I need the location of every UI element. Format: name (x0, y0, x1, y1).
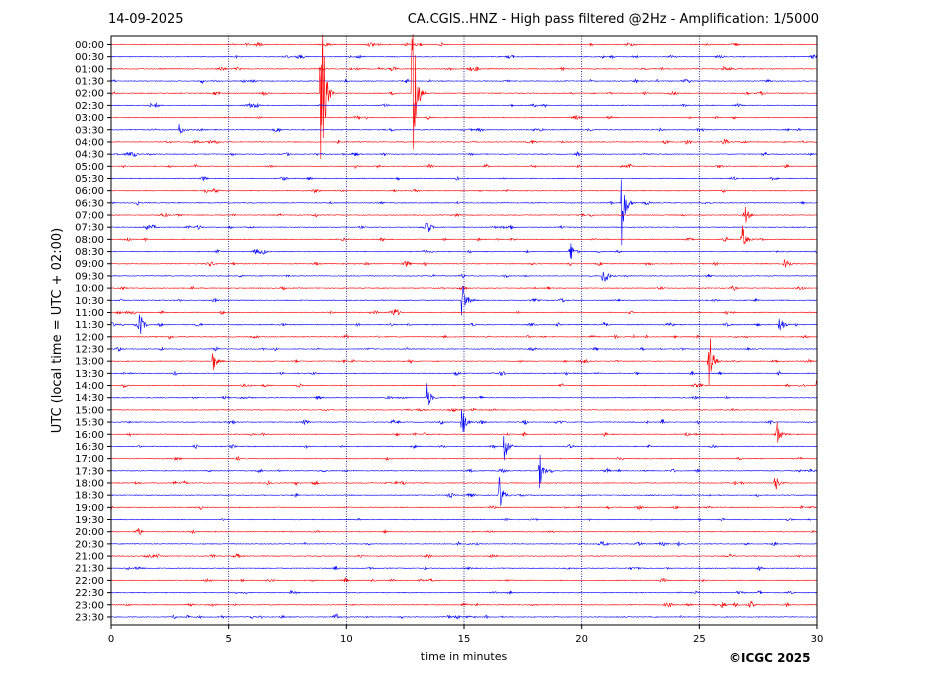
y-tick-label: 02:00 (75, 89, 104, 100)
trace-line (110, 314, 818, 335)
y-tick-label: 11:30 (75, 320, 104, 331)
x-tick-label: 15 (458, 634, 471, 645)
y-tick-label: 23:00 (75, 600, 104, 611)
y-tick-label: 05:00 (75, 162, 104, 173)
trace-line (110, 34, 818, 160)
x-axis-label: time in minutes (421, 650, 508, 663)
y-axis-label: UTC (local time = UTC + 02:00) (50, 228, 65, 433)
y-tick-label: 09:00 (75, 259, 104, 270)
y-tick-label: 12:00 (75, 332, 104, 343)
y-tick-label: 00:00 (75, 40, 104, 51)
y-tick-label: 03:00 (75, 113, 104, 124)
trace-line (110, 565, 818, 572)
y-tick-label: 17:30 (75, 466, 104, 477)
y-tick-label: 04:00 (75, 137, 104, 148)
y-tick-label: 17:00 (75, 454, 104, 465)
trace-line (110, 408, 818, 432)
x-tick-label: 25 (693, 634, 706, 645)
trace-line (110, 102, 817, 109)
y-tick-label: 13:00 (75, 357, 104, 368)
y-tick-label: 06:30 (75, 198, 104, 209)
y-tick-label: 14:30 (75, 393, 104, 404)
y-tick-label: 03:30 (75, 125, 104, 136)
y-tick-label: 18:30 (75, 491, 104, 502)
y-tick-label: 20:30 (75, 539, 104, 550)
trace-line (110, 225, 818, 245)
y-tick-label: 15:30 (75, 418, 104, 429)
y-tick-label: 01:30 (75, 77, 104, 88)
x-tick-label: 20 (575, 634, 588, 645)
y-tick-label: 11:00 (75, 308, 104, 319)
y-tick-label: 08:30 (75, 247, 104, 258)
copyright-text: ©ICGC 2025 (729, 651, 811, 665)
y-tick-label: 22:00 (75, 576, 104, 587)
x-tick-label: 30 (811, 634, 824, 645)
x-tick-label: 0 (108, 634, 114, 645)
y-tick-label: 15:00 (75, 405, 104, 416)
y-tick-label: 18:00 (75, 478, 104, 489)
y-tick-label: 14:00 (75, 381, 104, 392)
y-tick-label: 10:00 (75, 284, 104, 295)
trace-line (110, 383, 818, 406)
trace-line (111, 222, 818, 233)
trace-line (111, 476, 818, 506)
y-tick-label: 02:30 (75, 101, 104, 112)
y-tick-label: 04:30 (75, 150, 104, 161)
y-tick-label: 20:00 (75, 527, 104, 538)
grid-layer (228, 36, 700, 625)
trace-line (110, 124, 818, 134)
chart-title: CA.CGIS..HNZ - High pass filtered @2Hz -… (407, 12, 819, 27)
trace-line (110, 600, 818, 609)
trace-line (110, 589, 818, 595)
y-tick-label: 16:00 (75, 430, 104, 441)
trace-line (111, 188, 817, 194)
y-tick-label: 07:00 (75, 211, 104, 222)
y-tick-label: 09:30 (75, 271, 104, 282)
trace-line (110, 309, 818, 316)
x-ticks-group: 0 5 10 15 20 25 30 (108, 625, 824, 645)
y-tick-label: 01:00 (75, 64, 104, 75)
y-tick-label: 13:30 (75, 369, 104, 380)
y-tick-label: 19:30 (75, 515, 104, 526)
y-tick-label: 21:30 (75, 564, 104, 575)
y-tick-label: 08:00 (75, 235, 104, 246)
trace-line (110, 285, 818, 291)
trace-line (110, 179, 818, 246)
trace-line (110, 576, 818, 583)
y-tick-label: 16:30 (75, 442, 104, 453)
y-tick-label: 00:30 (75, 52, 104, 63)
y-tick-label: 05:30 (75, 174, 104, 185)
trace-line (110, 206, 818, 223)
y-tick-label: 19:00 (75, 503, 104, 514)
trace-line (110, 478, 818, 490)
y-tick-label: 22:30 (75, 588, 104, 599)
y-tick-label: 07:30 (75, 223, 104, 234)
y-tick-label: 06:00 (75, 186, 104, 197)
x-tick-label: 10 (340, 634, 353, 645)
date-title: 14-09-2025 (108, 12, 184, 27)
y-tick-label: 23:30 (75, 612, 104, 623)
y-tick-label: 10:30 (75, 296, 104, 307)
trace-line (110, 114, 817, 121)
y-tick-label: 12:30 (75, 345, 104, 356)
trace-line (110, 407, 818, 413)
y-tick-label: 21:00 (75, 552, 104, 563)
x-tick-label: 5 (225, 634, 231, 645)
trace-line (110, 504, 818, 510)
